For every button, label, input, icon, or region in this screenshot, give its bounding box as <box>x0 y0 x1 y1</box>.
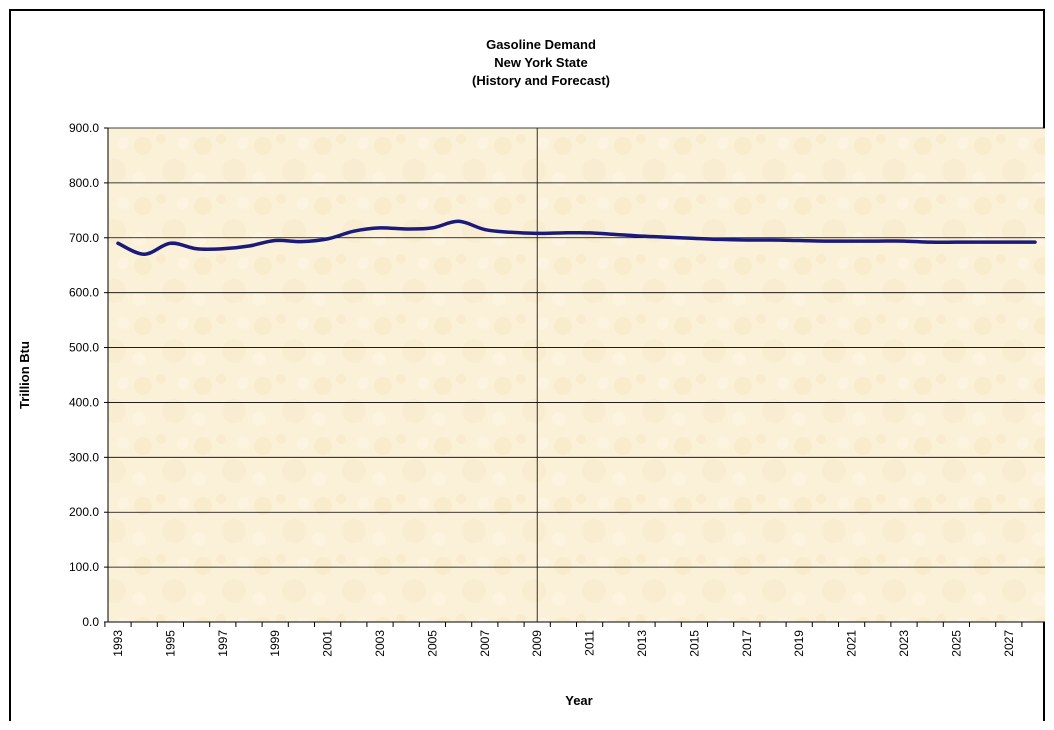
x-tick-label: 2005 <box>425 630 439 657</box>
y-tick-label: 600.0 <box>69 286 99 300</box>
x-tick-label: 2013 <box>635 630 649 657</box>
y-axis-ticks: 0.0 100.0 200.0 300.0 400.0 500.0 600.0 700.0 80… <box>69 121 108 629</box>
x-tick-label: 1999 <box>268 630 282 657</box>
y-tick-label: 400.0 <box>69 395 99 409</box>
y-tick-label: 300.0 <box>69 450 99 464</box>
gridlines <box>108 127 1045 568</box>
x-tick-label: 2023 <box>897 630 911 657</box>
series-line <box>116 219 1037 256</box>
x-tick-label: 2017 <box>740 630 754 657</box>
x-axis-ticks: 1993 1995 1997 1999 2001 2003 2005 2007 2009 2011… <box>104 622 1023 657</box>
y-tick-label: 200.0 <box>69 505 99 519</box>
y-tick-label: 800.0 <box>69 176 99 190</box>
x-tick-label: 2015 <box>687 630 701 657</box>
chart-title-line-2: New York State <box>494 55 587 70</box>
x-tick-label: 2021 <box>845 630 859 657</box>
x-tick-label: 2007 <box>478 630 492 657</box>
x-tick-label: 1993 <box>111 630 125 657</box>
y-axis-title: Trillion Btu <box>17 341 32 409</box>
x-tick-label: 2019 <box>792 630 806 657</box>
plot-area <box>108 128 1045 622</box>
x-tick-label: 1997 <box>216 630 230 657</box>
y-tick-label: 700.0 <box>69 231 99 245</box>
chart-title-line-3: (History and Forecast) <box>472 73 610 88</box>
chart-frame: Gasoline Demand New York State (History … <box>9 9 1045 721</box>
y-tick-label: 500.0 <box>69 341 99 355</box>
chart-title-line-1: Gasoline Demand <box>486 37 596 52</box>
series-group <box>116 219 1037 256</box>
y-tick-label: 0.0 <box>82 615 99 629</box>
y-tick-label: 900.0 <box>69 121 99 135</box>
x-tick-label: 2009 <box>530 630 544 657</box>
y-tick-label: 100.0 <box>69 560 99 574</box>
chart-title: Gasoline Demand New York State (History … <box>472 37 610 88</box>
x-tick-label: 2011 <box>583 630 597 656</box>
x-tick-label: 1995 <box>163 630 177 657</box>
x-tick-label: 2025 <box>949 630 963 657</box>
chart-svg: Gasoline Demand New York State (History … <box>17 37 1045 708</box>
x-tick-label: 2027 <box>1002 630 1016 657</box>
x-axis-title: Year <box>565 693 592 708</box>
x-tick-label: 2003 <box>373 630 387 657</box>
x-tick-label: 2001 <box>321 630 335 657</box>
